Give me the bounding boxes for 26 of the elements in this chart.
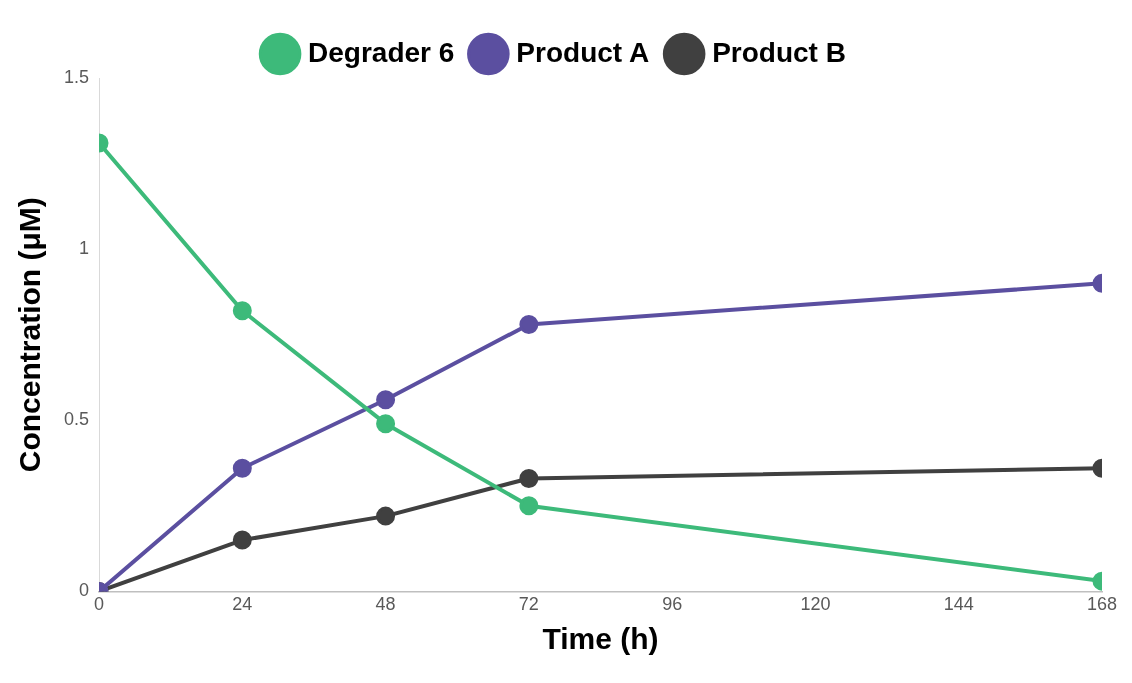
x-axis-title: Time (h): [542, 622, 659, 656]
x-tick-label: 120: [800, 594, 831, 615]
legend-label: Product A: [516, 36, 650, 68]
y-tick-label: 1.5: [63, 66, 90, 87]
x-tick-label: 168: [1086, 594, 1118, 615]
legend-label: Product B: [712, 36, 846, 68]
x-tick-label: 96: [662, 594, 683, 615]
point: [232, 530, 252, 550]
y-tick-label: 0: [79, 580, 90, 601]
point: [519, 314, 539, 334]
point: [519, 468, 539, 488]
x-tick-label: 0: [94, 594, 105, 615]
point: [232, 301, 252, 321]
x-tick-label: 144: [943, 594, 974, 615]
legend-label: Degrader 6: [308, 36, 455, 68]
x-tick-label: 48: [375, 594, 396, 615]
point: [232, 458, 252, 478]
point: [376, 390, 396, 410]
point: [519, 496, 539, 516]
point: [376, 506, 396, 526]
y-axis-title: Concentration (μM): [13, 197, 47, 473]
x-tick-label: 72: [518, 594, 539, 615]
y-tick-label: 1: [79, 238, 90, 259]
x-tick-label: 24: [232, 594, 253, 615]
point: [376, 414, 396, 434]
y-tick-label: 0.5: [63, 409, 90, 430]
